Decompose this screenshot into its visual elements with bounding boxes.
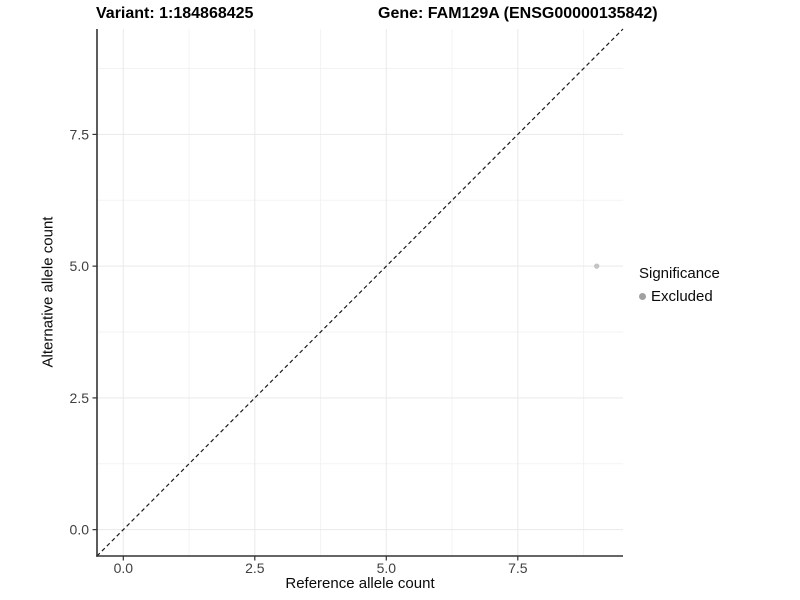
gene-title: Gene: FAM129A (ENSG00000135842) [378,5,658,22]
legend-key-dot-icon [639,293,646,300]
y-tick-label: 5.0 [70,258,90,274]
x-tick-label: 7.5 [508,560,528,576]
y-tick-label: 7.5 [70,126,90,142]
x-tick-label: 0.0 [114,560,134,576]
y-tick-label: 2.5 [70,390,90,406]
data-point [594,263,600,269]
variant-title: Variant: 1:184868425 [96,5,254,22]
legend-title: Significance [639,265,720,282]
legend: Significance Excluded [639,265,720,305]
legend-item-excluded: Excluded [639,288,720,305]
y-axis-title: Alternative allele count [39,216,57,368]
legend-item-label: Excluded [651,288,713,305]
x-tick-label: 2.5 [245,560,265,576]
y-tick-label: 0.0 [70,522,90,538]
x-tick-label: 5.0 [377,560,397,576]
x-axis-title: Reference allele count [285,575,435,592]
identity-reference-line [96,28,624,557]
